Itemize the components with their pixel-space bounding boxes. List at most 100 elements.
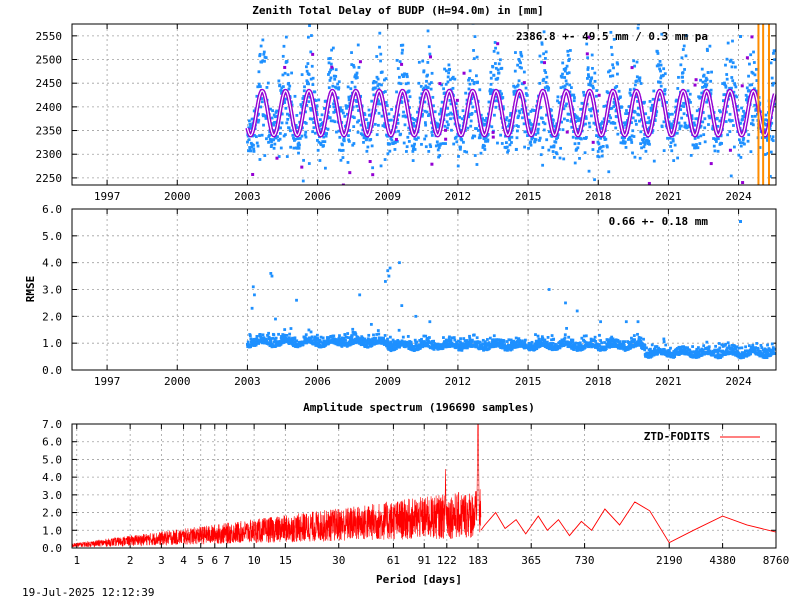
ztd-point [588, 125, 592, 129]
ztd-point [356, 120, 359, 124]
ztd-point [585, 42, 589, 46]
ztd-point [374, 80, 378, 84]
ztd-point [696, 146, 700, 150]
ztd-outlier-point [741, 181, 745, 185]
ztd-point [305, 65, 308, 69]
rmse-point [351, 330, 355, 334]
rmse-point [607, 338, 610, 342]
ztd-point [602, 117, 606, 121]
rmse-point [475, 336, 479, 340]
spectrum-frame [71, 423, 777, 549]
ztd-point [340, 149, 343, 152]
ztd-point [561, 72, 564, 76]
ztd-point [247, 149, 250, 153]
ztd-panel: Zenith Total Delay of BUDP (H=94.0m) in … [36, 4, 777, 203]
ztd-point [563, 87, 567, 91]
ztd-point [556, 99, 559, 103]
ztd-outlier-point [455, 98, 459, 102]
rmse-outlier-point [624, 320, 628, 324]
ztd-point [743, 112, 747, 116]
ztd-point [735, 105, 739, 108]
rmse-point [465, 339, 469, 343]
rmse-point [507, 338, 511, 342]
ztd-point [400, 51, 404, 55]
ztd-point [290, 71, 294, 75]
ztd-point [693, 137, 697, 140]
rmse-point [460, 348, 464, 352]
ztd-point [412, 145, 416, 149]
ztd-point [375, 55, 379, 58]
ztd-point [309, 108, 313, 112]
legend-label: ZTD-FODITS [644, 430, 710, 443]
ztd-point [590, 107, 594, 111]
ztd-point [312, 121, 316, 124]
rmse-point [470, 338, 474, 342]
rmse-point [720, 354, 724, 358]
rmse-point [455, 340, 459, 344]
rmse-point [530, 340, 534, 344]
ztd-point [593, 178, 596, 182]
rmse-point [767, 347, 771, 351]
ztd-point [516, 116, 520, 120]
rmse-point [250, 341, 254, 344]
ztd-point [596, 150, 600, 153]
ztd-outlier-point [444, 137, 448, 141]
ztd-point [616, 132, 620, 136]
rmse-point [450, 336, 454, 340]
rmse-point [268, 342, 272, 346]
ztd-point [559, 146, 563, 150]
ztd-point [553, 124, 557, 128]
ztd-point [631, 116, 635, 120]
rmse-point [552, 337, 556, 341]
rmse-point [669, 346, 672, 350]
ztd-point [257, 112, 260, 116]
rmse-point [760, 346, 764, 350]
ztd-point [639, 142, 643, 146]
ztd-point [248, 122, 252, 126]
rmse-point [488, 336, 492, 340]
rmse-point [499, 338, 503, 342]
ztd-point [443, 67, 446, 71]
ztd-point [436, 122, 440, 126]
rmse-point [579, 346, 583, 350]
ztd-point [414, 124, 417, 128]
ztd-point [644, 112, 648, 116]
rmse-point [442, 336, 445, 339]
ztd-point [670, 124, 674, 127]
ztd-point [679, 104, 683, 108]
ztd-point [684, 124, 688, 127]
ztd-point [670, 122, 673, 126]
rmse-point [266, 333, 269, 337]
ztd-point [538, 139, 541, 142]
rmse-point [719, 355, 723, 359]
rmse-point [536, 334, 540, 338]
ztd-point [728, 112, 732, 116]
ztd-point [377, 82, 381, 86]
ztd-point [638, 76, 642, 80]
ztd-point [371, 166, 375, 170]
ztd-point [679, 63, 683, 67]
ztd-point [277, 155, 281, 158]
ztd-point [332, 102, 335, 106]
ztd-point [263, 154, 267, 157]
rmse-point [763, 355, 767, 359]
ztd-point [399, 82, 403, 86]
ztd-point [623, 136, 626, 140]
ztd-point [496, 68, 500, 72]
ztd-point [475, 74, 478, 78]
rmse-point [578, 341, 582, 345]
ztd-point [730, 76, 734, 79]
ztd-point [616, 62, 620, 66]
ztd-point [687, 98, 691, 102]
ztd-point [572, 93, 576, 97]
ztd-point [715, 116, 719, 120]
ztd-point [405, 145, 409, 149]
ztd-point [583, 151, 587, 155]
ztd-point [334, 74, 338, 78]
ztd-point [327, 57, 331, 61]
ztd-point [452, 142, 456, 146]
ztd-point [530, 137, 534, 141]
ztd-point [723, 83, 727, 86]
ztd-point [299, 103, 303, 106]
ztd-point [612, 105, 616, 108]
